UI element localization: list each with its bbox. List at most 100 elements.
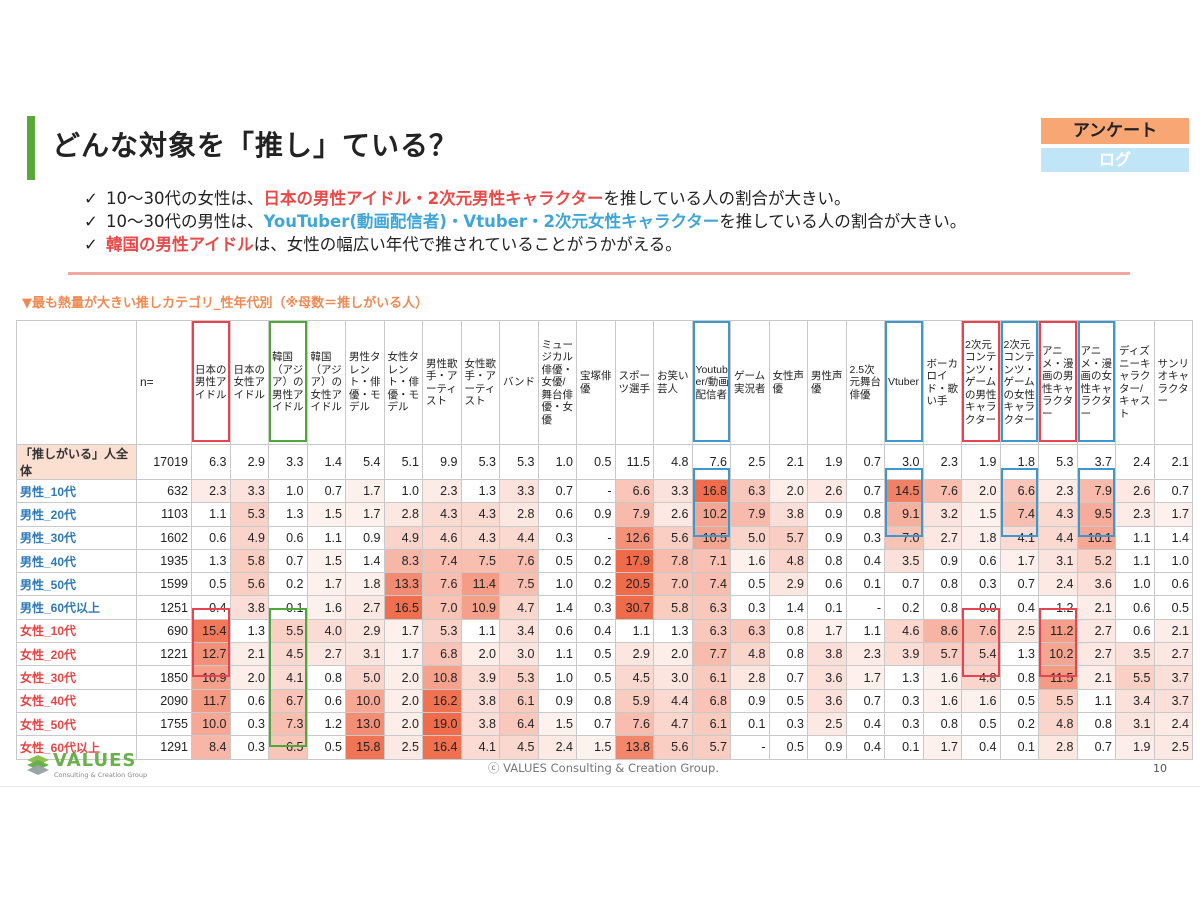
table-cell: 0.2	[268, 572, 308, 597]
table-cell: 0.5	[768, 735, 808, 760]
table-cell: 4.6	[422, 525, 462, 550]
table-cell: 0.9	[537, 688, 577, 713]
table-cell: 4.0	[306, 618, 346, 644]
table-cell: 3.4	[1115, 688, 1155, 713]
table-row: 男性_60代以上 1251 0.4 3.8 0.1 1.6 2.7 16.5 7.0 10.9 4.…	[16, 595, 1193, 620]
sample-size: 2090	[136, 688, 192, 713]
table-cell: 7.3	[268, 711, 308, 737]
table-cell: 2.7	[306, 642, 346, 667]
table-cell: 3.0	[499, 642, 539, 667]
table-cell: 11.5	[1038, 665, 1078, 690]
sample-size: 1599	[136, 572, 192, 597]
sample-size: 1251	[136, 595, 192, 620]
table-cell: 0.3	[961, 572, 1001, 597]
table-cell: 2.8	[383, 502, 423, 527]
column-header: 2次元コンテンツ・ゲームの男性キャラクター	[961, 320, 1001, 445]
page-title: どんな対象を「推し」ている？	[52, 129, 459, 162]
column-header: ディズニーキャラクター/キャスト	[1115, 320, 1155, 445]
table-cell: 1.7	[1153, 502, 1193, 527]
table-cell: 0.3	[884, 688, 924, 713]
table-cell: 2.7	[1076, 618, 1116, 644]
bullet-text: を推している人の割合が大きい。	[719, 212, 967, 231]
table-cell: 0.7	[884, 572, 924, 597]
table-cell: 0.8	[807, 548, 847, 574]
table-cell: 4.8	[1038, 711, 1078, 737]
table-cell: 3.5	[884, 548, 924, 574]
table-cell: 11.5	[614, 444, 654, 480]
table-cell: 1.9	[807, 444, 847, 480]
table-cell: 2.3	[422, 478, 462, 504]
table-cell: 1.4	[537, 595, 577, 620]
table-cell: 5.3	[499, 444, 539, 480]
table-cell: 8.6	[922, 618, 962, 644]
table-cell: 0.6	[306, 688, 346, 713]
table-cell: 4.4	[653, 688, 693, 713]
column-header: サンリオキャラクター	[1153, 320, 1193, 445]
table-cell: 0.7	[845, 478, 885, 504]
table-cell: 0.6	[268, 525, 308, 550]
table-cell: 4.1	[999, 525, 1039, 550]
column-header: 2.5次元舞台俳優	[845, 320, 885, 445]
table-cell: 7.9	[614, 502, 654, 527]
table-cell: 0.3	[884, 711, 924, 737]
table-cell: 1.5	[306, 502, 346, 527]
table-cell: 1.0	[537, 665, 577, 690]
table-cell: 0.6	[1115, 595, 1155, 620]
table-cell: 2.6	[807, 478, 847, 504]
table-cell: 1.4	[345, 548, 385, 574]
table-cell: 5.7	[922, 642, 962, 667]
table-cell: 0.5	[576, 444, 616, 480]
table-cell: 0.5	[306, 735, 346, 760]
table-cell: 30.7	[614, 595, 654, 620]
table-cell: 3.6	[1076, 572, 1116, 597]
table-cell: 0.5	[961, 711, 1001, 737]
table-cell: 2.7	[1153, 642, 1193, 667]
table-cell: 7.6	[499, 548, 539, 574]
table-cell: 2.0	[383, 688, 423, 713]
table-cell: 1.1	[845, 618, 885, 644]
table-cell: 0.9	[730, 688, 770, 713]
table-cell: 2.5	[807, 711, 847, 737]
table-cell: 1.0	[268, 478, 308, 504]
table-cell: 3.9	[460, 665, 500, 690]
table-cell: 3.3	[653, 478, 693, 504]
table-cell: 6.8	[422, 642, 462, 667]
table-cell: 15.8	[345, 735, 385, 760]
column-header: ゲーム実況者	[730, 320, 770, 445]
table-cell: 2.9	[768, 572, 808, 597]
table-cell: 0.1	[884, 735, 924, 760]
table-cell: 2.4	[1153, 711, 1193, 737]
table-cell: 5.3	[229, 502, 269, 527]
table-cell: 2.3	[191, 478, 231, 504]
table-cell: 0.8	[922, 572, 962, 597]
sample-size: 1103	[136, 502, 192, 527]
table-cell: 1.3	[999, 642, 1039, 667]
table-cell: 2.6	[653, 502, 693, 527]
table-cell: 1.3	[268, 502, 308, 527]
table-row: 男性_10代 632 2.3 3.3 1.0 0.7 1.7 1.0 2.3 1.3 3.3 0.7-…	[16, 478, 1193, 504]
table-cell: 3.7	[1076, 444, 1116, 480]
table-cell: 0.5	[768, 688, 808, 713]
sample-size: 1602	[136, 525, 192, 550]
table-cell: 0.2	[884, 595, 924, 620]
table-cell: 7.6	[922, 478, 962, 504]
table-row: 女性_50代 1755 10.0 0.3 7.3 1.2 13.0 2.0 19.0 3.8 6.4…	[16, 711, 1193, 737]
table-cell: 12.6	[614, 525, 654, 550]
table-cell: -	[576, 525, 616, 550]
table-cell: 7.4	[422, 548, 462, 574]
table-cell: 5.1	[383, 444, 423, 480]
table-row: 男性_30代 1602 0.6 4.9 0.6 1.1 0.9 4.9 4.6 4.3 4.4 0.3…	[16, 525, 1193, 550]
table-cell: 6.3	[691, 595, 731, 620]
table-cell: 1.0	[537, 572, 577, 597]
row-label: 女性_10代	[16, 618, 137, 644]
table-cell: 0.4	[845, 735, 885, 760]
table-cell: 0.6	[1115, 618, 1155, 644]
table-cell: 4.3	[460, 525, 500, 550]
table-cell: 4.9	[383, 525, 423, 550]
table-cell: 1.0	[1153, 548, 1193, 574]
summary-bullets: ✓ 10～30代の女性は、日本の男性アイドル・2次元男性キャラクターを推している人…	[84, 187, 966, 256]
table-cell: 7.6	[614, 711, 654, 737]
divider-line	[68, 272, 1130, 275]
table-cell: 2.8	[730, 665, 770, 690]
table-cell: 6.1	[691, 711, 731, 737]
